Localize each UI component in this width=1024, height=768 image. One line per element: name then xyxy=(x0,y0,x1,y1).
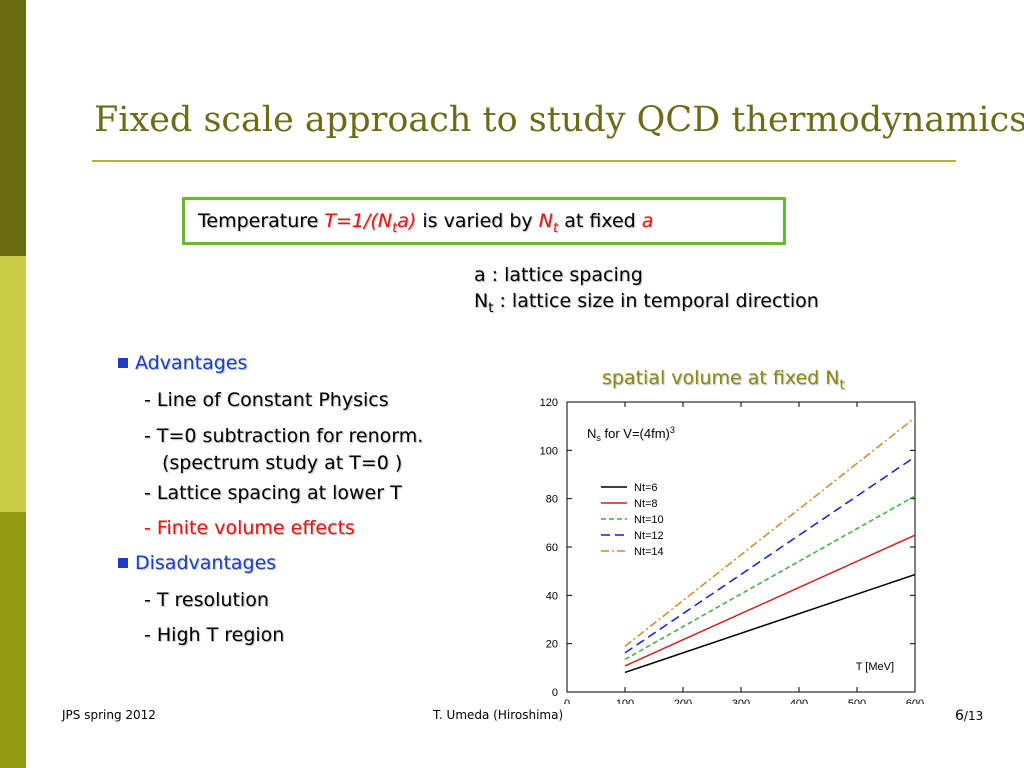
x-tick-label: 100 xyxy=(616,698,634,704)
plot-frame xyxy=(566,401,916,693)
nt-subscript: t xyxy=(552,220,559,236)
box-prefix: Temperature xyxy=(198,210,325,232)
advantage-item-highlighted: - Finite volume effects xyxy=(144,517,355,539)
definition-nt: Nt : lattice size in temporal direction xyxy=(474,288,819,322)
sidebar-block-bottom xyxy=(0,512,26,768)
y-tick-label: 40 xyxy=(546,590,558,602)
x-tick-label: 300 xyxy=(732,698,750,704)
caption-subscript: t xyxy=(839,377,845,393)
temperature-box: Temperature T=1/(Nta) is varied by Nt at… xyxy=(182,197,786,245)
advantage-item-continuation: (spectrum study at T=0 ) xyxy=(162,452,403,474)
nt-def-letter: N xyxy=(474,290,489,312)
bullet-square-icon xyxy=(118,558,128,568)
chart-annotation: Ns for V=(4fm)3 xyxy=(587,425,675,443)
x-tick-label: 600 xyxy=(906,698,924,704)
slide-title: Fixed scale approach to study QCD thermo… xyxy=(94,100,1024,140)
series-line xyxy=(624,495,916,661)
page-total: /13 xyxy=(963,709,984,723)
volume-chart: 0 100 200 300 400 500 600 0 20 40 60 80 100 120 Nt=6 Nt… xyxy=(540,397,925,704)
advantage-item: - Lattice spacing at lower T xyxy=(144,482,402,504)
sidebar-block-middle xyxy=(0,256,26,512)
footer-author: T. Umeda (Hiroshima) xyxy=(433,708,564,722)
definitions: a : lattice spacing Nt : lattice size in… xyxy=(474,262,819,322)
y-tick-label: 120 xyxy=(540,397,558,409)
a-symbol: a xyxy=(641,210,654,232)
formula-part-b: a) xyxy=(397,210,417,232)
disadvantage-item: - T resolution xyxy=(144,589,269,611)
advantage-item: - Line of Constant Physics xyxy=(144,389,389,411)
legend-label: Nt=8 xyxy=(634,498,658,510)
x-axis-label: T [MeV] xyxy=(856,661,894,673)
series-line xyxy=(624,573,916,674)
legend-label: Nt=14 xyxy=(634,546,664,558)
title-divider xyxy=(92,160,956,162)
footer-page-number: 6/13 xyxy=(955,708,983,724)
series-line xyxy=(624,417,916,647)
series-line xyxy=(624,456,916,654)
x-tick-label: 200 xyxy=(674,698,692,704)
x-tick-label: 0 xyxy=(564,698,570,704)
box-middle: is varied by xyxy=(416,210,539,232)
y-tick-label: 80 xyxy=(546,494,558,506)
advantages-heading: Advantages xyxy=(118,352,247,374)
x-tick-label: 500 xyxy=(848,698,866,704)
advantage-item: - T=0 subtraction for renorm. xyxy=(144,425,424,447)
chart-caption: spatial volume at fixed Nt xyxy=(602,367,845,393)
footer-conference: JPS spring 2012 xyxy=(62,708,156,722)
series-line xyxy=(624,534,916,667)
caption-text: spatial volume at fixed N xyxy=(602,367,840,389)
disadvantage-item: - High T region xyxy=(144,624,285,646)
x-tick-label: 400 xyxy=(790,698,808,704)
nt-symbol: Nt xyxy=(538,210,558,236)
legend-label: Nt=12 xyxy=(634,530,664,542)
advantages-label: Advantages xyxy=(135,352,248,374)
y-tick-label: 0 xyxy=(552,687,558,699)
page-current: 6 xyxy=(955,708,964,724)
legend-label: Nt=10 xyxy=(634,514,664,526)
nt-letter: N xyxy=(538,210,553,232)
sidebar-decoration xyxy=(0,0,26,768)
nt-def-subscript: t xyxy=(488,300,494,316)
y-tick-label: 60 xyxy=(546,542,558,554)
disadvantages-label: Disadvantages xyxy=(135,552,277,574)
legend-label: Nt=6 xyxy=(634,482,658,494)
bullet-square-icon xyxy=(118,358,128,368)
temperature-formula: T=1/(Nta) xyxy=(324,210,417,236)
formula-part-a: T=1/(N xyxy=(324,210,393,232)
y-tick-label: 100 xyxy=(540,445,558,457)
box-suffix: at fixed xyxy=(558,210,642,232)
nt-def-text: : lattice size in temporal direction xyxy=(493,290,819,312)
definition-a: a : lattice spacing xyxy=(474,264,643,286)
sidebar-block-top xyxy=(0,0,26,256)
disadvantages-heading: Disadvantages xyxy=(118,552,276,574)
y-tick-label: 20 xyxy=(546,639,558,651)
formula-subscript: t xyxy=(392,220,398,236)
